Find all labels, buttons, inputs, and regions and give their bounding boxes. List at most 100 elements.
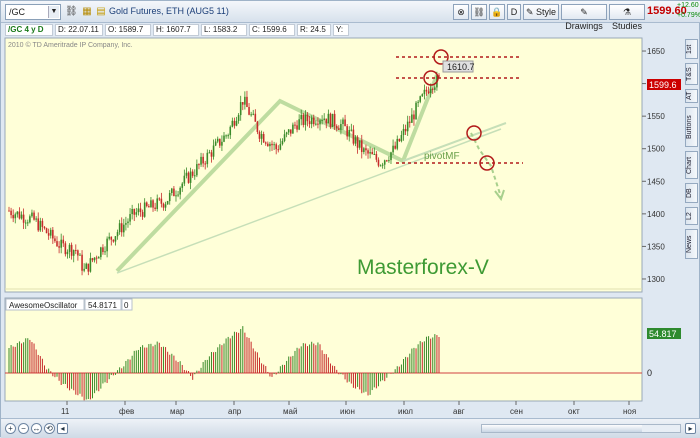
candle-body — [166, 201, 169, 205]
candle-body — [298, 119, 300, 130]
side-tab-db[interactable]: DB — [685, 183, 698, 203]
side-tab-at[interactable]: AT — [685, 89, 698, 103]
style-button[interactable]: ✎ Style — [523, 4, 559, 20]
wave-annotations — [115, 74, 507, 274]
candle-body — [229, 126, 232, 136]
time-scrollbar[interactable] — [481, 424, 681, 433]
zoom-out-icon[interactable]: − — [18, 423, 29, 434]
candle-body — [269, 143, 271, 147]
candle-body — [139, 208, 142, 213]
link-icon[interactable]: ⛓ — [65, 6, 78, 17]
chart-area[interactable]: 2010 © TD Ameritrade IP Company, Inc. 16… — [1, 1, 700, 419]
pencil-icon: ✎ — [580, 7, 588, 17]
x-tick-label: мар — [170, 407, 185, 416]
candle-body — [429, 88, 432, 94]
drawings-button-label: Drawings — [565, 21, 603, 31]
bars-icon[interactable]: ▦ — [82, 6, 92, 17]
candle-body — [116, 232, 119, 237]
candle-body — [120, 223, 123, 233]
candle-body — [127, 221, 129, 224]
candle-body — [398, 138, 401, 142]
y-tick-label: 1350 — [647, 242, 665, 251]
side-tab-1st[interactable]: 1st — [685, 39, 698, 59]
studies-button[interactable]: ⚗ Studies — [609, 4, 645, 31]
target-circle-1 — [433, 49, 449, 65]
candle-body — [72, 250, 75, 256]
candle-body — [77, 250, 79, 256]
candle-body — [49, 229, 52, 236]
candle-body — [70, 244, 73, 256]
candle-body — [377, 159, 380, 166]
draw-mode-button[interactable]: D — [507, 4, 521, 20]
candle-body — [281, 140, 284, 145]
candle-body — [79, 254, 81, 256]
candle-body — [292, 124, 294, 134]
candle-body — [425, 89, 428, 92]
candle-body — [400, 135, 403, 142]
chart-title: Gold Futures, ETH (AUG5 11) — [109, 6, 229, 16]
candle-body — [148, 206, 150, 208]
candle-body — [381, 164, 384, 166]
candle-body — [342, 119, 344, 125]
side-tab-buttons[interactable]: Buttons — [685, 107, 698, 147]
zoom-fit-icon[interactable]: ↔ — [31, 423, 42, 434]
candle-body — [367, 150, 369, 154]
chart-type-icon[interactable]: ▤ — [96, 6, 106, 17]
candle-body — [254, 113, 257, 122]
crosshair-button[interactable]: ⊗ — [453, 4, 469, 20]
candle-body — [419, 96, 422, 102]
scrollbar-thumb[interactable] — [482, 425, 642, 432]
zoom-in-icon[interactable]: + — [5, 423, 16, 434]
candle-body — [260, 134, 263, 139]
chevron-down-icon[interactable]: ▼ — [48, 6, 59, 18]
drawings-button[interactable]: ✎ Drawings — [561, 4, 607, 31]
candle-body — [33, 212, 35, 220]
side-tab-ts[interactable]: T&S — [685, 63, 698, 85]
x-tick-label: 11 — [61, 407, 70, 416]
candle-body — [390, 152, 392, 161]
copyright-text: 2010 © TD Ameritrade IP Company, Inc. — [8, 41, 133, 49]
time-axis[interactable]: 11 фев мар апр май июн июл авг сен окт ноя — [61, 401, 636, 416]
projection-line — [470, 132, 502, 198]
candle-body — [434, 87, 436, 90]
candle-body — [319, 120, 321, 125]
target-circle-3 — [466, 125, 482, 141]
lock-button[interactable]: 🔒 — [489, 4, 505, 20]
candle-body — [275, 144, 277, 150]
candle-body — [386, 160, 388, 162]
oscillator-zero-box: 0 — [124, 301, 129, 310]
side-tab-news[interactable]: News — [685, 229, 698, 259]
candle-body — [225, 135, 227, 137]
symbol-input[interactable]: /GC ▼ — [5, 4, 61, 20]
candle-body — [212, 145, 215, 157]
candle-body — [208, 152, 211, 154]
candle-body — [383, 160, 386, 165]
scroll-right-icon[interactable]: ▸ — [685, 423, 696, 434]
scroll-left-icon[interactable]: ◂ — [57, 423, 68, 434]
zoom-reset-icon[interactable]: ⟲ — [44, 423, 55, 434]
high-value: H: 1607.7 — [153, 24, 199, 36]
candle-body — [356, 137, 359, 148]
candle-body — [114, 236, 117, 242]
candle-body — [133, 208, 136, 215]
candle-body — [60, 239, 62, 248]
candle-body — [244, 96, 246, 105]
candle-body — [97, 257, 100, 259]
link-button[interactable]: ⛓ — [471, 4, 487, 20]
candle-body — [246, 96, 248, 108]
candle-body — [87, 263, 90, 272]
candle-body — [233, 120, 236, 126]
candle-body — [411, 114, 413, 123]
candle-body — [39, 220, 42, 231]
candle-body — [415, 102, 417, 120]
candle-body — [421, 94, 424, 97]
candle-body — [358, 140, 361, 148]
candle-body — [41, 220, 44, 227]
candle-body — [219, 138, 221, 146]
candle-body — [344, 119, 346, 127]
candle-body — [14, 214, 17, 219]
side-tab-l2[interactable]: L2 — [685, 207, 698, 225]
candle-body — [227, 135, 229, 137]
side-tab-chart[interactable]: Chart — [685, 151, 698, 179]
candle-body — [185, 172, 188, 176]
